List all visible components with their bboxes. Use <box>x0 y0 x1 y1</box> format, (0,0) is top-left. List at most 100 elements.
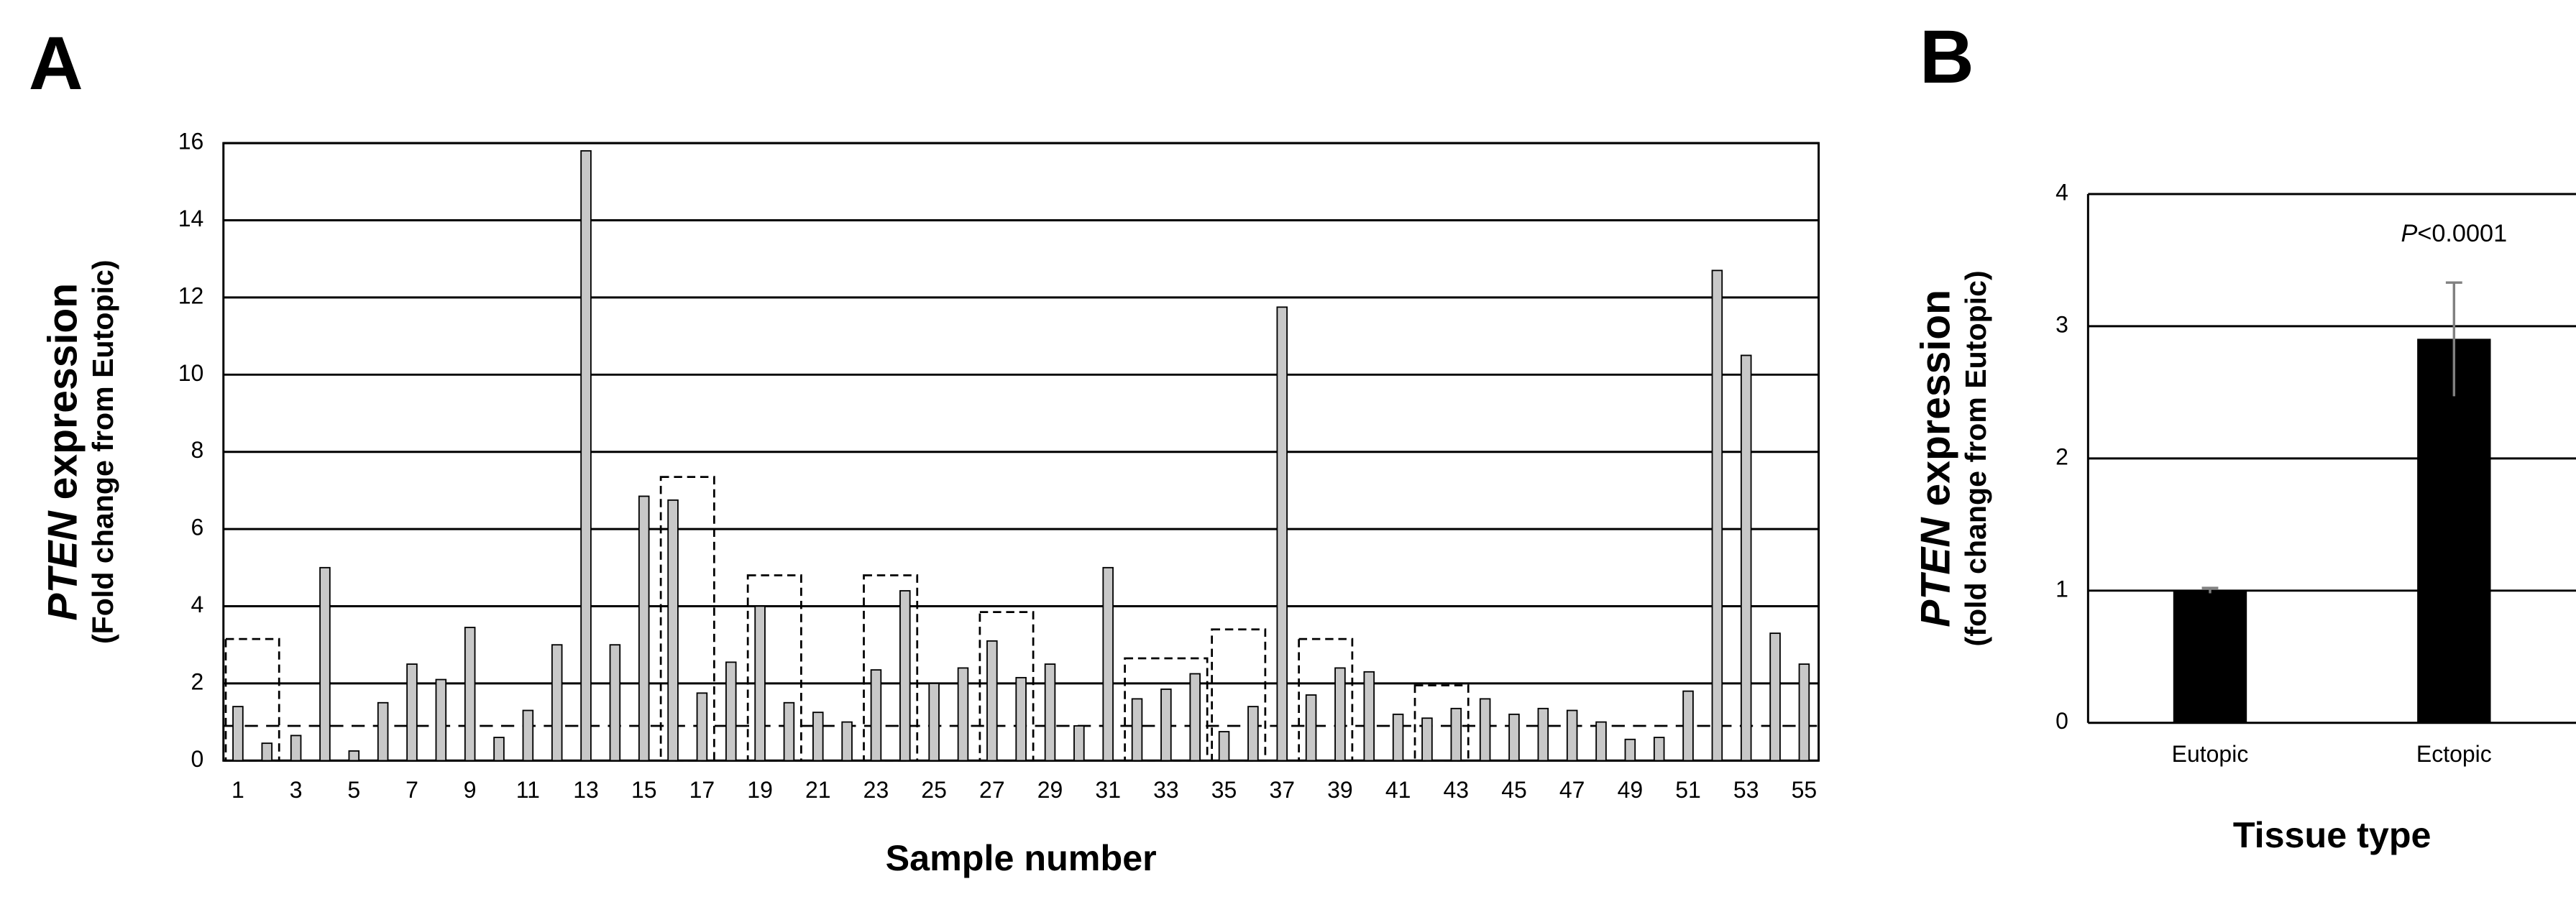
x-tick-label: 53 <box>1733 777 1759 803</box>
x-tick-label: 39 <box>1327 777 1353 803</box>
bar <box>841 721 853 762</box>
bar <box>754 605 766 762</box>
group-box <box>978 611 1035 762</box>
x-tick-label: 49 <box>1618 777 1644 803</box>
x-tick-label: 11 <box>516 777 540 803</box>
x-tick-label: 19 <box>747 777 773 803</box>
x-tick-label: 13 <box>573 777 599 803</box>
x-tick-label: 17 <box>689 777 715 803</box>
y-tick-label: 12 <box>178 282 204 308</box>
y-axis-label: PTEN expression (Fold change from Eutopic… <box>40 259 119 644</box>
bar <box>870 669 882 762</box>
y-tick-label: 6 <box>191 515 204 540</box>
bar <box>609 644 621 762</box>
bar <box>1537 707 1549 762</box>
x-tick-label: 1 <box>232 777 244 803</box>
x-tick-label: 27 <box>979 777 1005 803</box>
bar <box>1044 663 1056 762</box>
x-tick-label: 45 <box>1501 777 1527 803</box>
bar <box>1015 676 1027 762</box>
bar <box>1479 698 1491 762</box>
y-tick-label: 10 <box>178 360 204 386</box>
bar <box>522 709 534 762</box>
group-box <box>1413 684 1470 762</box>
y-tick-label: 3 <box>2055 311 2068 337</box>
y-axis-title-text: expression <box>40 283 86 500</box>
annotation: P<0.0001 <box>2401 220 2507 247</box>
panel-label: A <box>29 22 83 106</box>
bar <box>1073 725 1085 762</box>
y-tick-label: 0 <box>191 746 204 772</box>
bar <box>1682 690 1694 762</box>
y-tick-label: 4 <box>191 591 204 617</box>
bar <box>638 495 650 762</box>
bar <box>1450 707 1462 762</box>
x-tick-label: 55 <box>1792 777 1818 803</box>
x-tick-label: Eutopic <box>2172 741 2249 767</box>
x-tick-label: 47 <box>1559 777 1585 803</box>
bar <box>348 750 360 762</box>
bar <box>1711 270 1723 762</box>
y-axis-title-text: expression <box>1912 290 1958 507</box>
bar <box>957 667 969 762</box>
annotation-italic: P <box>2401 220 2417 247</box>
bar <box>261 742 273 762</box>
y-axis-title: PTEN expression <box>40 283 86 621</box>
bar <box>986 640 998 762</box>
bar <box>928 682 940 762</box>
bar <box>232 706 244 762</box>
x-tick-label: 37 <box>1269 777 1295 803</box>
bar <box>1595 721 1607 762</box>
y-tick-label: 14 <box>178 206 204 231</box>
x-tick-label: 33 <box>1153 777 1179 803</box>
annotation-text: <0.0001 <box>2417 220 2507 247</box>
group-box <box>659 476 715 762</box>
bar <box>1508 713 1520 762</box>
y-axis-subtitle: (Fold change from Eutopic) <box>86 259 119 644</box>
x-axis-title: Sample number <box>886 837 1157 878</box>
x-axis-title: Tissue type <box>2233 814 2431 855</box>
bar <box>696 692 708 762</box>
bar <box>1131 698 1143 762</box>
bar <box>1566 709 1578 762</box>
y-tick-label: 4 <box>2055 179 2068 205</box>
bar <box>1218 731 1230 762</box>
bar <box>812 712 824 762</box>
y-tick-label: 1 <box>2055 576 2068 602</box>
bar <box>783 701 795 762</box>
bar <box>1334 667 1346 762</box>
bar <box>1363 671 1375 762</box>
group-box <box>746 574 802 762</box>
bar <box>725 661 737 762</box>
x-tick-label: 41 <box>1385 777 1411 803</box>
y-axis-subtitle: (fold change from Eutopic) <box>1959 270 1992 646</box>
bar <box>1305 694 1317 762</box>
bar <box>290 735 302 762</box>
y-axis-title-italic: PTEN <box>40 510 86 621</box>
bar <box>1769 632 1781 762</box>
bar <box>1740 354 1752 762</box>
bar <box>551 644 563 762</box>
x-tick-label: 35 <box>1211 777 1237 803</box>
group-box <box>224 637 280 762</box>
bar <box>464 627 476 762</box>
group-box <box>863 574 919 762</box>
bar <box>406 663 418 762</box>
x-tick-label: 43 <box>1444 777 1470 803</box>
group-box <box>1211 628 1267 762</box>
bar <box>899 590 911 762</box>
bar <box>1421 717 1433 762</box>
x-tick-label: 23 <box>863 777 889 803</box>
bar <box>1247 706 1259 762</box>
y-tick-label: 2 <box>191 668 204 694</box>
x-tick-label: 25 <box>921 777 947 803</box>
y-tick-label: 0 <box>2055 708 2068 734</box>
bar <box>1798 663 1810 762</box>
y-axis-title-italic: PTEN <box>1912 517 1958 627</box>
bar <box>667 499 679 762</box>
y-axis-title: PTEN expression <box>1912 290 1958 627</box>
bar <box>1102 566 1114 762</box>
bar <box>2173 589 2247 724</box>
bar <box>435 678 447 762</box>
x-tick-label: 29 <box>1037 777 1063 803</box>
